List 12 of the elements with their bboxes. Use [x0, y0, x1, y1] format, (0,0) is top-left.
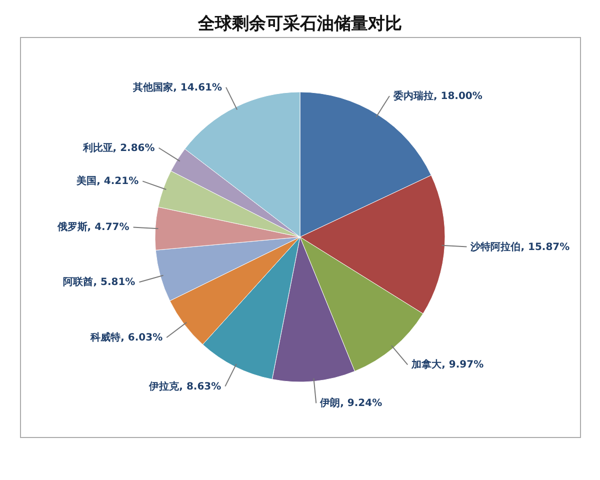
chart-title: 全球剩余可采石油储量对比 — [197, 14, 402, 34]
slice-label: 科威特, 6.03% — [90, 331, 163, 344]
slice-label: 加拿大, 9.97% — [410, 358, 484, 371]
slice-label: 委内瑞拉, 18.00% — [392, 90, 482, 102]
slice-label: 阿联酋, 5.81% — [63, 276, 136, 288]
slice-label: 美国, 4.21% — [76, 175, 139, 188]
slice-label: 沙特阿拉伯, 15.87% — [470, 240, 570, 253]
slice-label: 伊拉克, 8.63% — [148, 380, 222, 392]
slice-label: 俄罗斯, 4.77% — [56, 221, 130, 234]
slice-label: 伊朗, 9.24% — [319, 397, 382, 410]
slice-label: 其他国家, 14.61% — [132, 81, 222, 94]
slice-label: 利比亚, 2.86% — [82, 142, 155, 154]
